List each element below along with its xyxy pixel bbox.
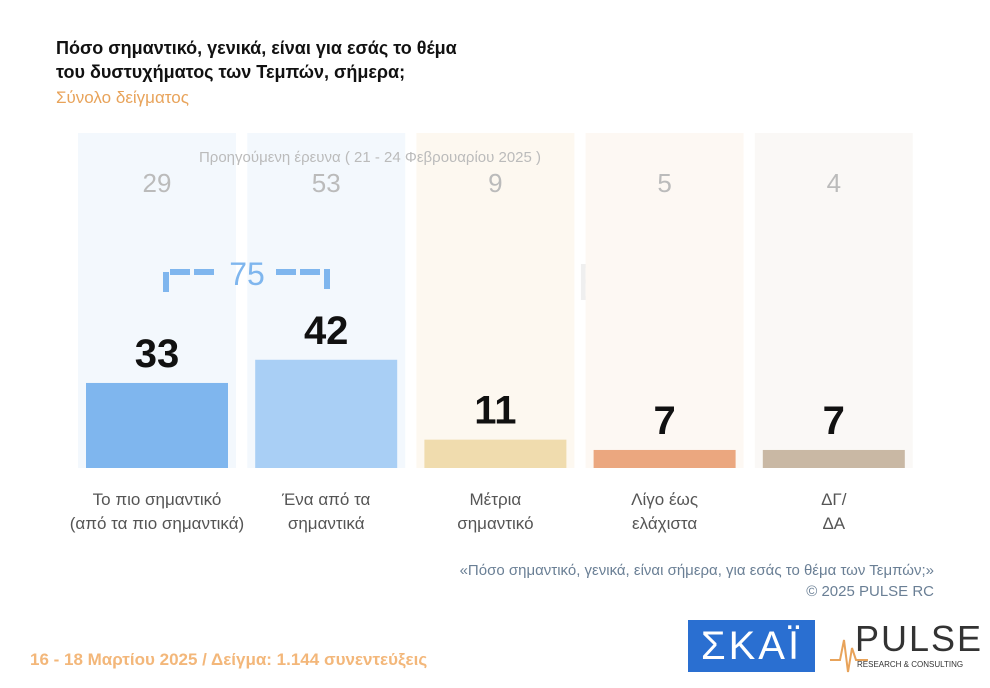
category-label: Ένα από τα σημαντικά (281, 490, 371, 533)
column-background (416, 133, 575, 468)
title-line: του δυστυχήματος των Τεμπών, σήμερα; (56, 62, 406, 82)
notes: «Πόσο σημαντικό, γενικά, είναι σήμερα, γ… (460, 560, 934, 602)
title: Πόσο σημαντικό, γενικά, είναι για εσάς τ… (56, 36, 457, 84)
value-label: 11 (474, 389, 516, 433)
category-label: Λίγο έως ελάχιστα (631, 490, 699, 533)
previous-value: 29 (143, 168, 172, 198)
value-label: 7 (823, 399, 845, 443)
value-label: 42 (304, 309, 349, 353)
bar (762, 449, 905, 468)
value-label: 33 (135, 332, 180, 376)
bar (424, 439, 567, 468)
bar (593, 449, 736, 468)
subtitle: Σύνολο δείγματος (56, 88, 189, 107)
value-label: 7 (653, 399, 675, 443)
category-label: ΔΓ/ ΔΑ (821, 490, 847, 533)
footer: 16 - 18 Μαρτίου 2025 / Δείγμα: 1.144 συν… (30, 650, 428, 669)
previous-value: 5 (657, 168, 671, 198)
logo-skai: ΣΚΑΪ (688, 620, 815, 672)
question: «Πόσο σημαντικό, γενικά, είναι σήμερα, γ… (459, 562, 934, 579)
previous-value: 9 (488, 168, 502, 198)
bar (86, 382, 228, 468)
bracket (163, 269, 330, 292)
title-line: Πόσο σημαντικό, γενικά, είναι για εσάς τ… (56, 38, 457, 58)
category-label: Το πιο σημαντικό (από τα πιο σημαντικά) (69, 490, 245, 533)
column-background (585, 133, 744, 468)
bar (255, 359, 398, 468)
bracket-value: 75 (229, 256, 265, 292)
previous-value: 4 (827, 168, 841, 198)
category-label: Μέτρια σημαντικό (457, 490, 534, 533)
copyright: © 2025 PULSE RC (806, 583, 934, 600)
previous-survey-label: Προηγούμενη έρευνα ( 21 - 24 Φεβρουαρίου… (199, 149, 541, 166)
previous-value: 53 (312, 168, 341, 198)
logo-pulse-sub: RESEARCH & CONSULTING (857, 660, 964, 669)
column-background (754, 133, 913, 468)
logo-pulse: PULSE (855, 618, 984, 659)
